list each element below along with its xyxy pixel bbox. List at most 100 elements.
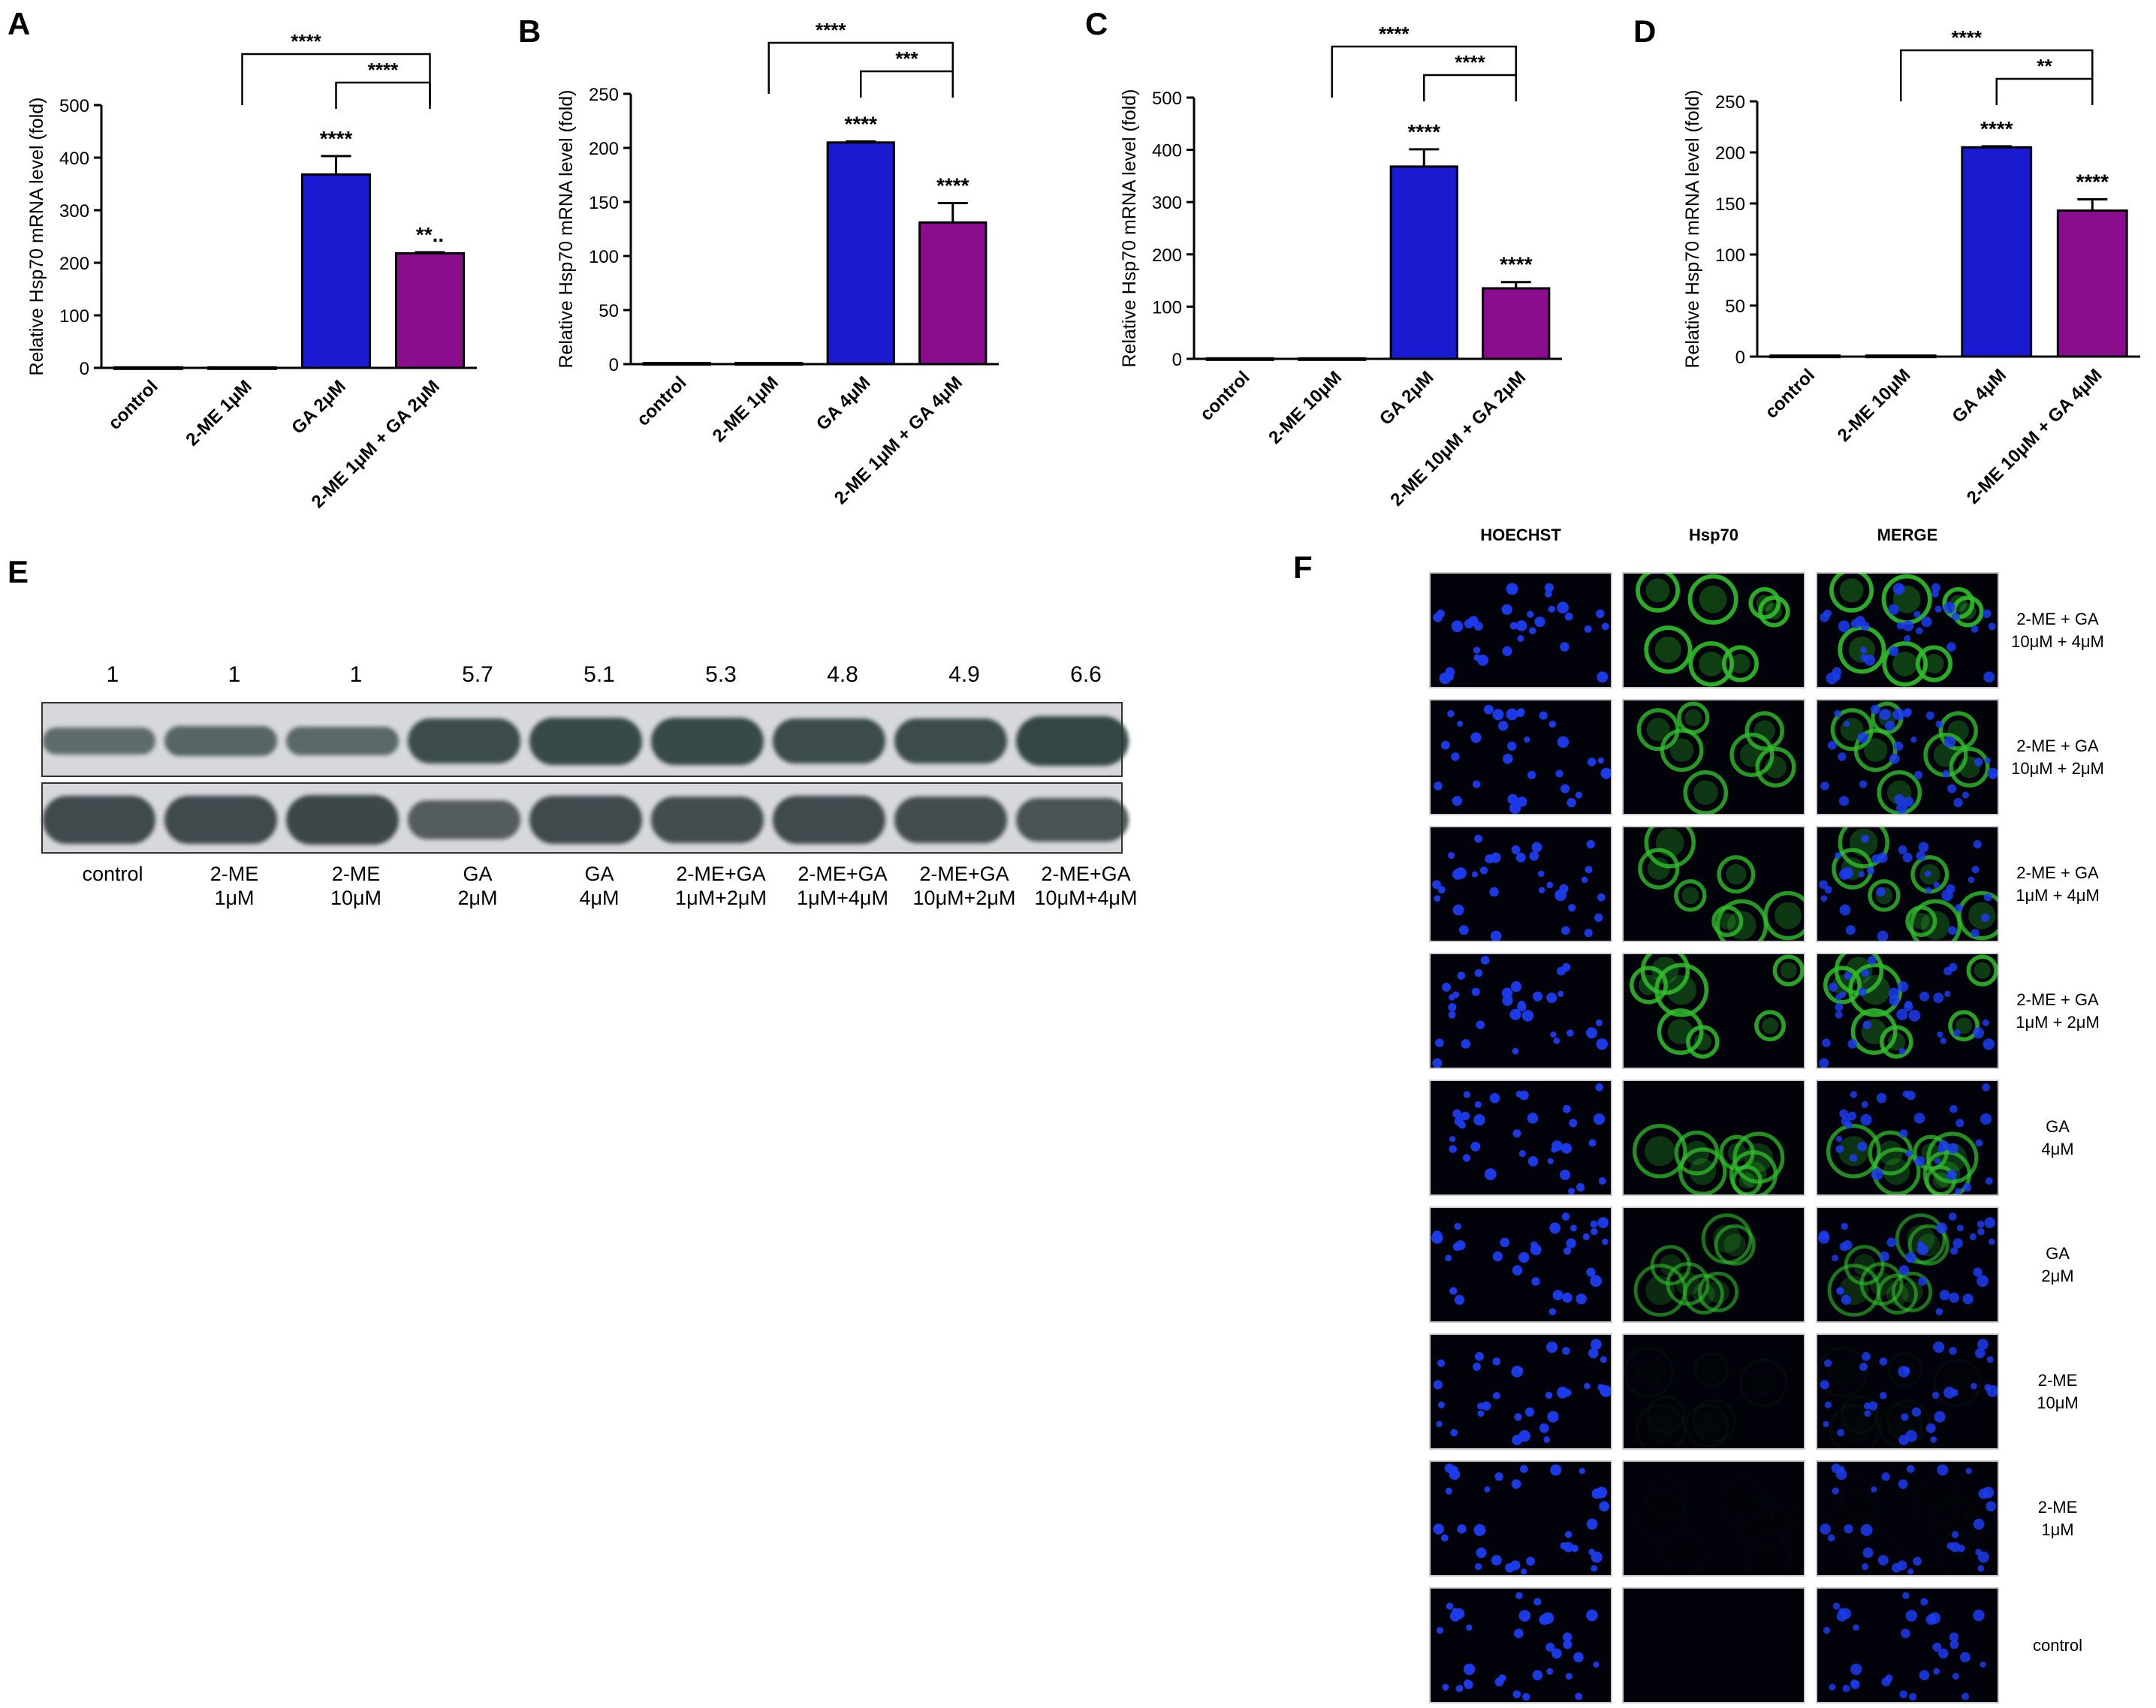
lane-label-line: 4μM	[579, 887, 620, 909]
nucleus	[1847, 1039, 1858, 1049]
nucleus	[1835, 1011, 1843, 1019]
nucleus	[1835, 1136, 1843, 1143]
nucleus	[1490, 930, 1502, 941]
band-ratio: 5.3	[705, 662, 737, 687]
micrograph-image	[1433, 583, 1609, 685]
nucleus	[1877, 1555, 1889, 1566]
hsp70-cell	[1772, 954, 1804, 987]
hsp70-cell	[1877, 1273, 1918, 1315]
nucleus	[1603, 772, 1610, 779]
nucleus	[1913, 610, 1921, 618]
if-row-label: 2-ME + GA 10μM + 4μM	[1983, 608, 2133, 653]
hsp70-cell	[1922, 1150, 1971, 1194]
lane-label-line: 2μM	[457, 887, 498, 909]
panel-letter-c: C	[1085, 6, 1108, 41]
nucleus	[1461, 1039, 1471, 1049]
nucleus	[1538, 887, 1545, 893]
hsp70-cytoplasm	[1828, 1358, 1856, 1387]
nucleus	[1839, 904, 1851, 916]
nucleus	[1934, 1158, 1940, 1164]
nucleus	[1484, 1168, 1497, 1180]
y-tick-label: 200	[589, 139, 619, 159]
nucleus	[1551, 1146, 1557, 1153]
nucleus	[1913, 1556, 1922, 1566]
nucleus	[1431, 1232, 1443, 1244]
micrograph-merge	[1816, 826, 1999, 942]
nucleus	[1969, 1233, 1977, 1240]
hsp70-cytoplasm	[1775, 902, 1802, 929]
nucleus	[1590, 1275, 1602, 1288]
nucleus	[1901, 1413, 1909, 1421]
hsp70-cytoplasm	[1638, 974, 1660, 996]
nucleus	[1476, 1547, 1487, 1559]
nucleus	[1823, 1359, 1832, 1367]
nucleus	[1565, 1673, 1573, 1680]
band-ratio: 5.7	[462, 662, 493, 687]
lane-label: 2-ME+GA 10μM+2μM	[900, 862, 1028, 910]
hsp70-cytoplasm	[1647, 857, 1670, 881]
hsp70-cytoplasm	[1932, 1172, 1949, 1189]
nucleus	[1975, 1548, 1982, 1556]
band-ratio: 4.9	[948, 662, 980, 687]
nucleus	[1984, 1217, 1996, 1228]
hsp70-cytoplasm	[1655, 1404, 1676, 1425]
nucleus	[1550, 1031, 1557, 1038]
lane-label-line: 1μM+2μM	[675, 887, 767, 909]
y-tick-label: 0	[609, 355, 619, 375]
y-tick-label: 50	[599, 301, 619, 321]
hsp70-cell	[1938, 711, 1978, 751]
lane-label-line: 2-ME+GA	[676, 863, 766, 885]
nucleus	[1551, 1648, 1562, 1659]
nucleus	[1473, 1524, 1486, 1536]
hsp70-cell	[1888, 1352, 1923, 1387]
nucleus	[1452, 991, 1460, 999]
hsp70-cell	[1758, 595, 1790, 628]
significance-label: ****	[936, 173, 969, 197]
nucleus	[1824, 886, 1832, 894]
nucleus	[1896, 1008, 1908, 1020]
nucleus	[1596, 609, 1605, 619]
nucleus	[1510, 981, 1522, 993]
bar	[1769, 354, 1841, 359]
nucleus	[1879, 1392, 1887, 1399]
nucleus	[1962, 1182, 1972, 1192]
micrograph-image	[1436, 1592, 1600, 1701]
nucleus	[1593, 1661, 1600, 1668]
micrograph-image	[1433, 1339, 1611, 1445]
significance-label: ****	[2076, 170, 2109, 194]
hsp70-cell	[1688, 641, 1734, 687]
hsp70-cytoplasm	[1730, 653, 1750, 674]
nucleus	[1514, 1413, 1522, 1421]
nucleus	[1586, 840, 1595, 849]
hsp70-band	[773, 718, 885, 764]
nucleus	[1507, 794, 1518, 805]
hsp70-cell	[1823, 965, 1862, 1005]
nucleus	[1453, 1608, 1465, 1619]
nucleus	[1904, 635, 1911, 642]
y-tick-label: 100	[589, 247, 619, 267]
nucleus	[1899, 1690, 1908, 1699]
nucleus	[1986, 1384, 1998, 1397]
nucleus	[1539, 1423, 1549, 1433]
if-column-header: Hsp70	[1688, 526, 1739, 544]
nucleus	[1598, 1177, 1606, 1185]
hsp70-cell	[1891, 1271, 1933, 1312]
nucleus	[1584, 929, 1593, 938]
nucleus	[1537, 870, 1545, 878]
hsp70-cell	[1829, 1404, 1880, 1448]
nucleus	[1822, 1038, 1831, 1047]
nucleus	[1971, 625, 1979, 633]
nucleus	[1450, 1429, 1458, 1437]
hsp70-cell	[1838, 827, 1889, 869]
hsp70-cytoplasm	[1646, 718, 1670, 742]
nucleus	[1905, 1149, 1913, 1158]
nucleus	[1838, 620, 1850, 633]
nucleus	[1819, 1058, 1829, 1068]
nucleus	[1881, 1677, 1891, 1687]
nucleus	[1498, 721, 1509, 731]
nucleus	[1521, 1568, 1527, 1575]
if-row-label: 2-ME + GA 1μM + 2μM	[1983, 989, 2133, 1034]
hsp70-band	[43, 727, 155, 755]
nucleus	[1943, 601, 1955, 614]
micrograph-image	[1632, 1123, 1785, 1194]
